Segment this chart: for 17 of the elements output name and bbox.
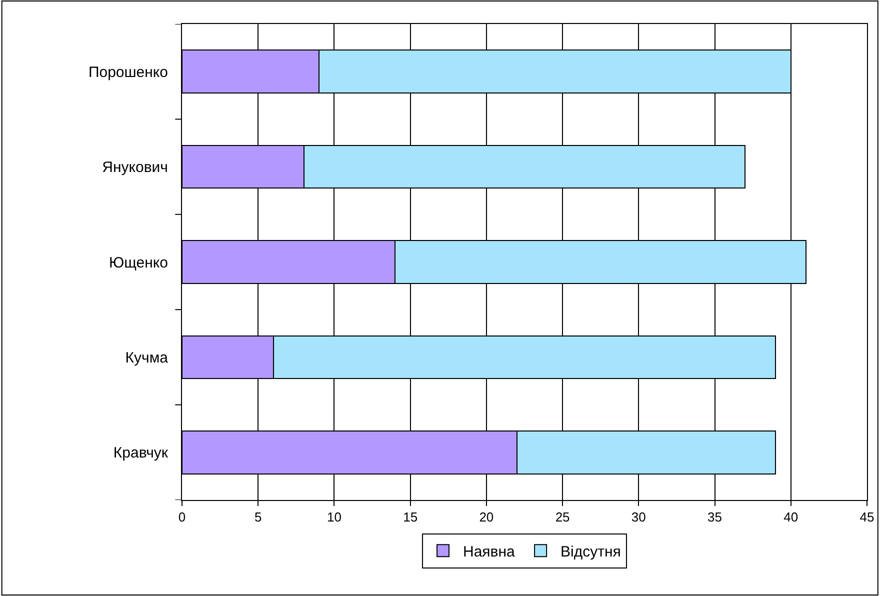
x-tick-label: 25 <box>555 510 570 525</box>
x-tick-label: 45 <box>860 510 874 525</box>
y-tick-label: Кучма <box>125 349 169 366</box>
y-tick-label: Порошенко <box>88 64 168 81</box>
legend-label: Наявна <box>463 543 516 560</box>
y-tick-label: Янукович <box>102 159 168 176</box>
legend-label: Відсутня <box>560 543 621 560</box>
x-tick-label: 15 <box>403 510 418 525</box>
y-tick-label: Кравчук <box>113 444 168 462</box>
x-tick-label: 40 <box>784 510 798 525</box>
x-tick-label: 5 <box>254 510 262 525</box>
y-tick-label: Ющенко <box>108 254 168 272</box>
x-tick-label: 20 <box>479 510 494 525</box>
x-tick-label: 0 <box>178 510 186 525</box>
x-tick-label: 35 <box>708 510 722 525</box>
x-tick-label: 10 <box>326 510 342 525</box>
x-tick-label: 30 <box>631 510 646 525</box>
